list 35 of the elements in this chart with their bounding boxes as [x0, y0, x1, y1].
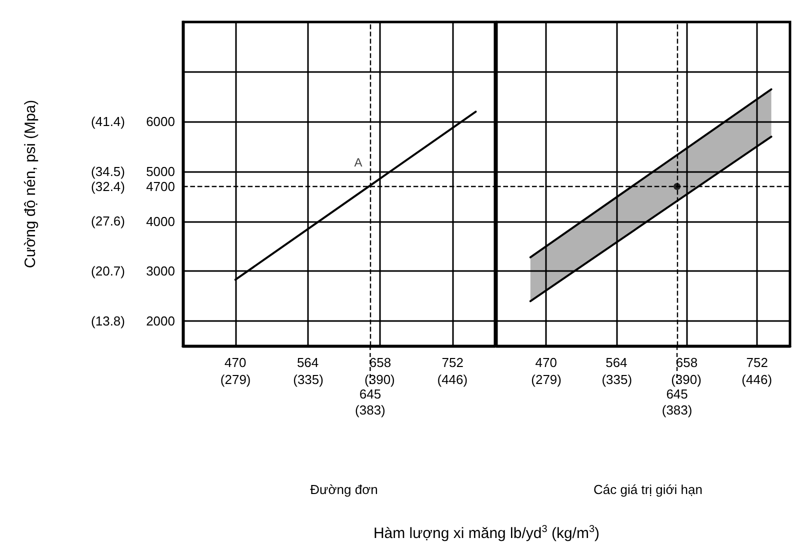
y2-tick-label: (41.4) [91, 114, 125, 129]
x-tick-label: 752 [746, 355, 768, 370]
text: Đường đơn [310, 482, 378, 497]
x2-tick-label: (446) [742, 372, 772, 387]
text: Các giá trị giới hạn [594, 482, 702, 497]
x2-tick-label: (335) [602, 372, 632, 387]
y-tick-label: 6000 [146, 114, 175, 130]
y2-tick-label: (13.8) [91, 313, 125, 328]
y-tick-label: 2000 [146, 314, 175, 329]
x-tick-label: 752 [442, 355, 464, 370]
x-tick-label: 658 [676, 355, 698, 370]
y-tick-label: 3000 [146, 264, 175, 279]
ref-line-label: 4700 [146, 178, 175, 194]
y-tick-label: 5000 [146, 164, 175, 180]
y2-tick-label: (20.7) [91, 264, 125, 279]
x2-tick-label: (390) [671, 372, 702, 387]
y2-tick-label: (34.5) [91, 164, 125, 179]
x-tick-label: 564 [606, 355, 628, 370]
annotation: A [354, 155, 362, 170]
x2-tick-label: (279) [531, 372, 562, 387]
y2-tick-label: (32.4) [91, 179, 125, 194]
x-axis-title: Hàm lượng xi măng lb/yd$^{3}$ (kg/m$^{3}$) [373, 524, 600, 542]
y2-axis-title: Cường độ nén, psi (Mpa) [22, 100, 39, 268]
x-tick-label: 658 [369, 355, 392, 370]
x2-tick-label: (446) [437, 372, 468, 387]
ref-line-label: 645 (383) [662, 386, 692, 418]
x-tick-label: 564 [296, 355, 319, 370]
y2-tick-label: (27.6) [91, 214, 125, 229]
x2-tick-label: (279) [220, 372, 251, 387]
x2-tick-label: (390) [364, 372, 395, 387]
x-tick-label: 470 [224, 355, 246, 370]
ref-line-label: 645 (383) [355, 386, 386, 418]
y-tick-label: 4000 [146, 214, 175, 229]
x-tick-label: 470 [535, 355, 557, 370]
x2-tick-label: (335) [293, 372, 324, 387]
